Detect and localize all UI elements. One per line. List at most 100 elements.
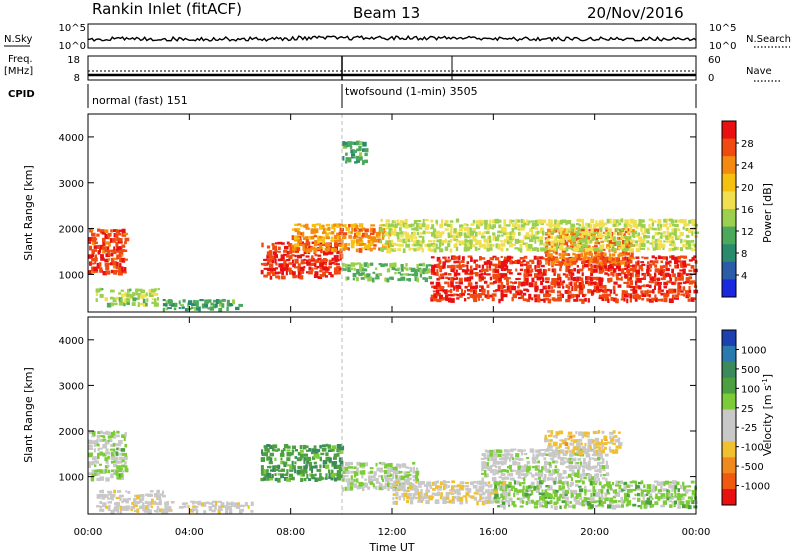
vel-data-cell xyxy=(606,497,609,500)
power-data-cell xyxy=(646,272,651,277)
power-data-cell xyxy=(492,224,496,229)
power-data-cell xyxy=(497,272,503,278)
vel-data-cell xyxy=(93,443,96,447)
power-data-cell xyxy=(545,290,549,294)
power-data-cell xyxy=(543,293,548,298)
power-data-cell xyxy=(618,247,621,250)
power-data-cell xyxy=(666,231,670,236)
vel-data-cell xyxy=(603,484,609,487)
vel-data-cell xyxy=(201,502,205,507)
vel-data-cell xyxy=(387,463,391,467)
vel-data-cell xyxy=(214,505,217,511)
vel-data-cell xyxy=(130,505,136,510)
power-data-cell xyxy=(275,271,280,275)
power-data-cell xyxy=(536,222,539,226)
power-data-cell xyxy=(359,263,363,268)
vel-data-cell xyxy=(571,465,574,470)
vel-data-cell xyxy=(266,448,270,453)
power-data-cell xyxy=(441,242,444,246)
power-data-cell xyxy=(416,243,422,247)
power-data-cell xyxy=(504,289,509,293)
vel-data-cell xyxy=(556,481,561,484)
vel-data-cell xyxy=(524,492,529,497)
vel-data-cell xyxy=(690,497,693,502)
vel-data-cell xyxy=(322,444,327,448)
vel-data-cell xyxy=(375,462,378,467)
power-data-cell xyxy=(562,280,565,284)
power-data-cell xyxy=(492,276,496,280)
vel-data-cell xyxy=(603,446,607,450)
vel-data-cell xyxy=(413,466,415,471)
power-data-cell xyxy=(387,240,390,246)
power-data-cell xyxy=(564,241,569,246)
power-data-cell xyxy=(531,222,536,227)
vel-data-cell xyxy=(260,477,264,482)
vel-data-cell xyxy=(451,499,455,504)
power-data-cell xyxy=(472,235,477,241)
vel-data-cell xyxy=(561,481,566,485)
vel-data-cell xyxy=(384,463,389,467)
vel-data-cell xyxy=(483,465,489,470)
vel-data-cell xyxy=(674,495,678,499)
power-data-cell xyxy=(104,246,108,249)
vel-data-cell xyxy=(548,452,553,457)
vel-data-cell xyxy=(456,496,460,501)
power-data-cell xyxy=(671,235,674,241)
vel-data-cell xyxy=(495,452,499,458)
power-data-cell xyxy=(422,268,426,273)
vel-data-cell xyxy=(409,467,413,471)
power-data-cell xyxy=(550,240,554,245)
power-cbar-tick-label: 28 xyxy=(741,139,754,150)
vel-data-cell xyxy=(269,457,273,462)
power-data-cell xyxy=(484,223,489,228)
power-data-cell xyxy=(640,223,644,228)
power-data-cell xyxy=(112,261,117,266)
power-data-cell xyxy=(551,265,554,268)
vel-data-cell xyxy=(531,456,537,461)
power-data-cell xyxy=(578,268,584,272)
power-data-cell xyxy=(654,227,657,231)
vel-data-cell xyxy=(530,484,534,488)
power-data-cell xyxy=(116,261,119,267)
power-data-cell xyxy=(627,231,630,235)
power-data-cell xyxy=(350,262,356,267)
power-data-cell xyxy=(402,238,407,244)
power-data-cell xyxy=(458,240,462,244)
vel-data-cell xyxy=(410,488,413,491)
power-data-cell xyxy=(672,273,676,278)
vel-data-cell xyxy=(283,444,289,448)
power-data-cell xyxy=(628,235,631,239)
vel-data-cell xyxy=(398,463,402,469)
power-data-cell xyxy=(498,219,502,223)
power-data-cell xyxy=(604,232,610,235)
vel-data-cell xyxy=(539,496,543,501)
power-data-cell xyxy=(286,251,290,255)
power-data-cell xyxy=(550,219,553,225)
power-data-cell xyxy=(674,297,679,300)
power-data-cell xyxy=(436,269,439,273)
power-data-cell xyxy=(629,267,634,272)
power-data-cell xyxy=(561,260,566,265)
vel-data-cell xyxy=(503,488,508,494)
power-data-cell xyxy=(548,293,552,297)
vel-data-cell xyxy=(225,508,229,514)
power-data-cell xyxy=(545,238,550,242)
vel-data-cell xyxy=(679,493,684,498)
power-data-cell xyxy=(204,302,209,307)
vel-data-cell xyxy=(677,501,681,505)
power-data-cell xyxy=(512,281,515,285)
power-data-cell xyxy=(500,255,503,258)
power-data-cell xyxy=(651,235,655,240)
vel-data-cell xyxy=(557,452,561,458)
power-data-cell xyxy=(358,236,363,242)
vel-data-cell xyxy=(640,480,644,484)
vel-data-cell xyxy=(119,505,123,511)
power-data-cell xyxy=(360,272,365,276)
vel-data-cell xyxy=(498,469,503,473)
vel-data-cell xyxy=(570,496,573,499)
power-data-cell xyxy=(419,227,423,230)
power-data-cell xyxy=(438,294,443,299)
power-data-cell xyxy=(642,284,646,288)
power-data-cell xyxy=(384,277,389,282)
power-data-cell xyxy=(570,228,574,232)
